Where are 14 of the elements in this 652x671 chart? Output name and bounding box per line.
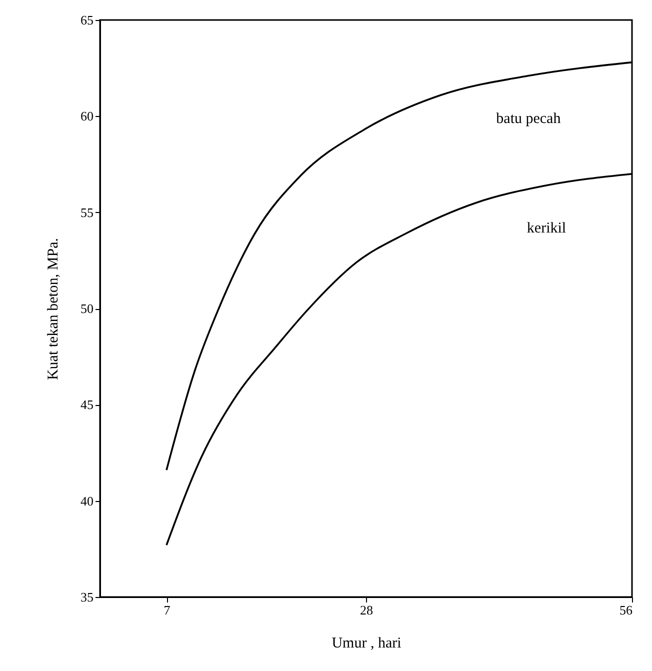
x-tick-label: 7 bbox=[164, 602, 171, 618]
y-tick-label: 65 bbox=[80, 12, 94, 28]
x-tick-label: 28 bbox=[360, 602, 373, 618]
y-tick-label: 40 bbox=[80, 493, 94, 508]
y-tick-label: 50 bbox=[80, 301, 94, 316]
y-tick-label: 35 bbox=[80, 590, 94, 604]
y-axis-title: Kuat tekan beton, MPa. bbox=[46, 238, 62, 380]
y-tick-label: 60 bbox=[80, 108, 94, 124]
text: kerikil bbox=[526, 220, 566, 236]
y-tick-label: 55 bbox=[80, 204, 94, 220]
x-axis-title: Umur , hari bbox=[332, 636, 402, 652]
y-tick-label: 45 bbox=[80, 397, 94, 412]
x-tick-label: 56 bbox=[620, 602, 633, 618]
series-label: batu pecah bbox=[496, 110, 562, 127]
